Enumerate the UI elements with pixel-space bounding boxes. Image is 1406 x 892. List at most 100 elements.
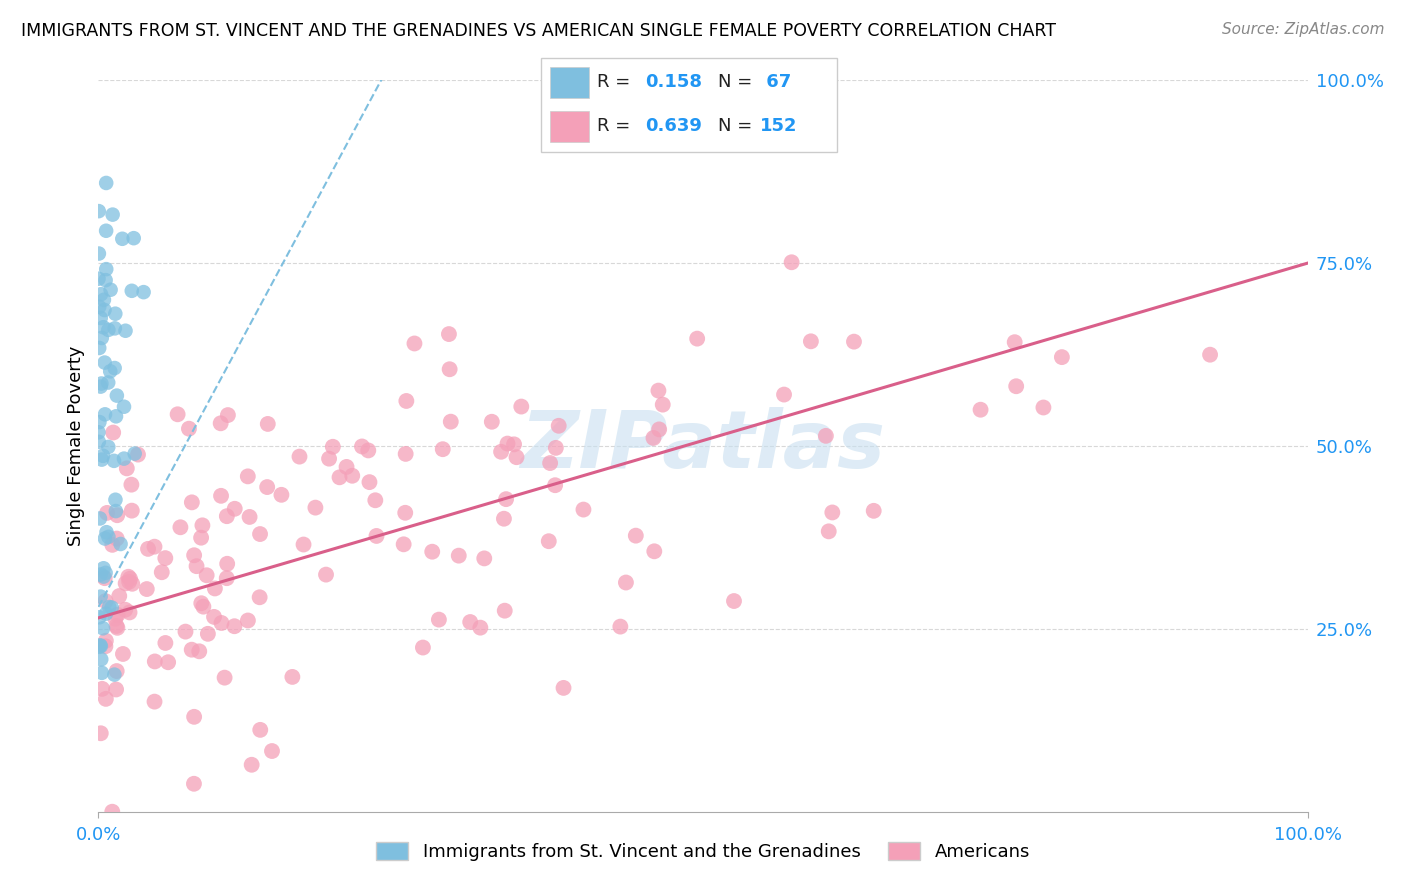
- Point: [304, 500, 326, 515]
- Point: [209, 489, 232, 503]
- Point: [93, 569, 115, 583]
- Point: [97, 323, 120, 337]
- Point: [103, 454, 125, 468]
- Point: [93, 293, 115, 307]
- Point: [112, 451, 135, 466]
- Point: [190, 531, 212, 545]
- Point: [335, 459, 357, 474]
- Point: [651, 398, 673, 412]
- Point: [112, 400, 135, 414]
- Point: [121, 284, 143, 298]
- Point: [90, 726, 112, 740]
- Point: [115, 461, 138, 475]
- Point: [814, 429, 837, 443]
- Point: [96, 262, 118, 277]
- Point: [100, 283, 122, 297]
- Point: [427, 613, 450, 627]
- Point: [94, 273, 117, 287]
- Point: [118, 572, 141, 586]
- Point: [87, 246, 110, 260]
- Point: [87, 271, 110, 285]
- Point: [505, 450, 527, 465]
- Point: [121, 503, 143, 517]
- Point: [177, 422, 200, 436]
- Point: [1004, 335, 1026, 350]
- Point: [94, 408, 117, 422]
- Point: [93, 302, 115, 317]
- Point: [186, 559, 208, 574]
- Point: [89, 610, 111, 624]
- Point: [103, 667, 125, 681]
- Point: [211, 615, 233, 630]
- Point: [94, 594, 117, 608]
- Point: [249, 591, 271, 605]
- Point: [143, 695, 166, 709]
- Point: [111, 232, 134, 246]
- Point: [292, 537, 315, 551]
- Point: [180, 642, 202, 657]
- Point: [90, 310, 112, 325]
- Point: [143, 655, 166, 669]
- Point: [537, 534, 560, 549]
- Point: [236, 614, 259, 628]
- Point: [648, 422, 671, 436]
- Point: [723, 594, 745, 608]
- Point: [553, 681, 575, 695]
- Point: [780, 255, 803, 269]
- Point: [87, 434, 110, 449]
- Point: [193, 599, 215, 614]
- Point: [90, 452, 112, 467]
- Text: R =: R =: [598, 73, 637, 91]
- Point: [103, 425, 125, 440]
- Point: [105, 682, 128, 697]
- Point: [643, 431, 665, 445]
- Point: [437, 327, 460, 342]
- Point: [104, 492, 127, 507]
- Point: [366, 529, 388, 543]
- Legend: Immigrants from St. Vincent and the Grenadines, Americans: Immigrants from St. Vincent and the Gren…: [368, 835, 1038, 869]
- Point: [183, 548, 205, 562]
- Point: [191, 518, 214, 533]
- Point: [188, 644, 211, 658]
- Point: [1032, 401, 1054, 415]
- Point: [118, 574, 141, 589]
- Point: [107, 607, 129, 622]
- Point: [135, 582, 157, 596]
- Point: [392, 537, 415, 551]
- Point: [96, 525, 118, 540]
- Point: [108, 589, 131, 603]
- Text: R =: R =: [598, 118, 637, 136]
- Point: [217, 408, 239, 422]
- Point: [544, 441, 567, 455]
- Point: [105, 619, 128, 633]
- Point: [94, 566, 117, 580]
- Point: [359, 475, 381, 490]
- Point: [842, 334, 865, 349]
- Point: [91, 320, 114, 334]
- FancyBboxPatch shape: [541, 58, 837, 152]
- Point: [97, 440, 120, 454]
- Point: [101, 208, 124, 222]
- Point: [270, 488, 292, 502]
- Point: [91, 681, 114, 696]
- Point: [104, 307, 127, 321]
- Point: [256, 417, 278, 431]
- Point: [643, 544, 665, 558]
- Point: [169, 520, 191, 534]
- Point: [117, 570, 139, 584]
- Point: [98, 364, 121, 378]
- Point: [100, 600, 122, 615]
- Point: [90, 639, 112, 653]
- Point: [821, 506, 844, 520]
- Point: [544, 478, 567, 492]
- Point: [364, 493, 387, 508]
- Point: [342, 468, 364, 483]
- Point: [240, 757, 263, 772]
- Point: [87, 425, 110, 440]
- Point: [90, 287, 112, 301]
- Point: [496, 436, 519, 450]
- Point: [492, 512, 515, 526]
- Point: [89, 638, 111, 652]
- Point: [105, 532, 128, 546]
- Point: [105, 409, 128, 424]
